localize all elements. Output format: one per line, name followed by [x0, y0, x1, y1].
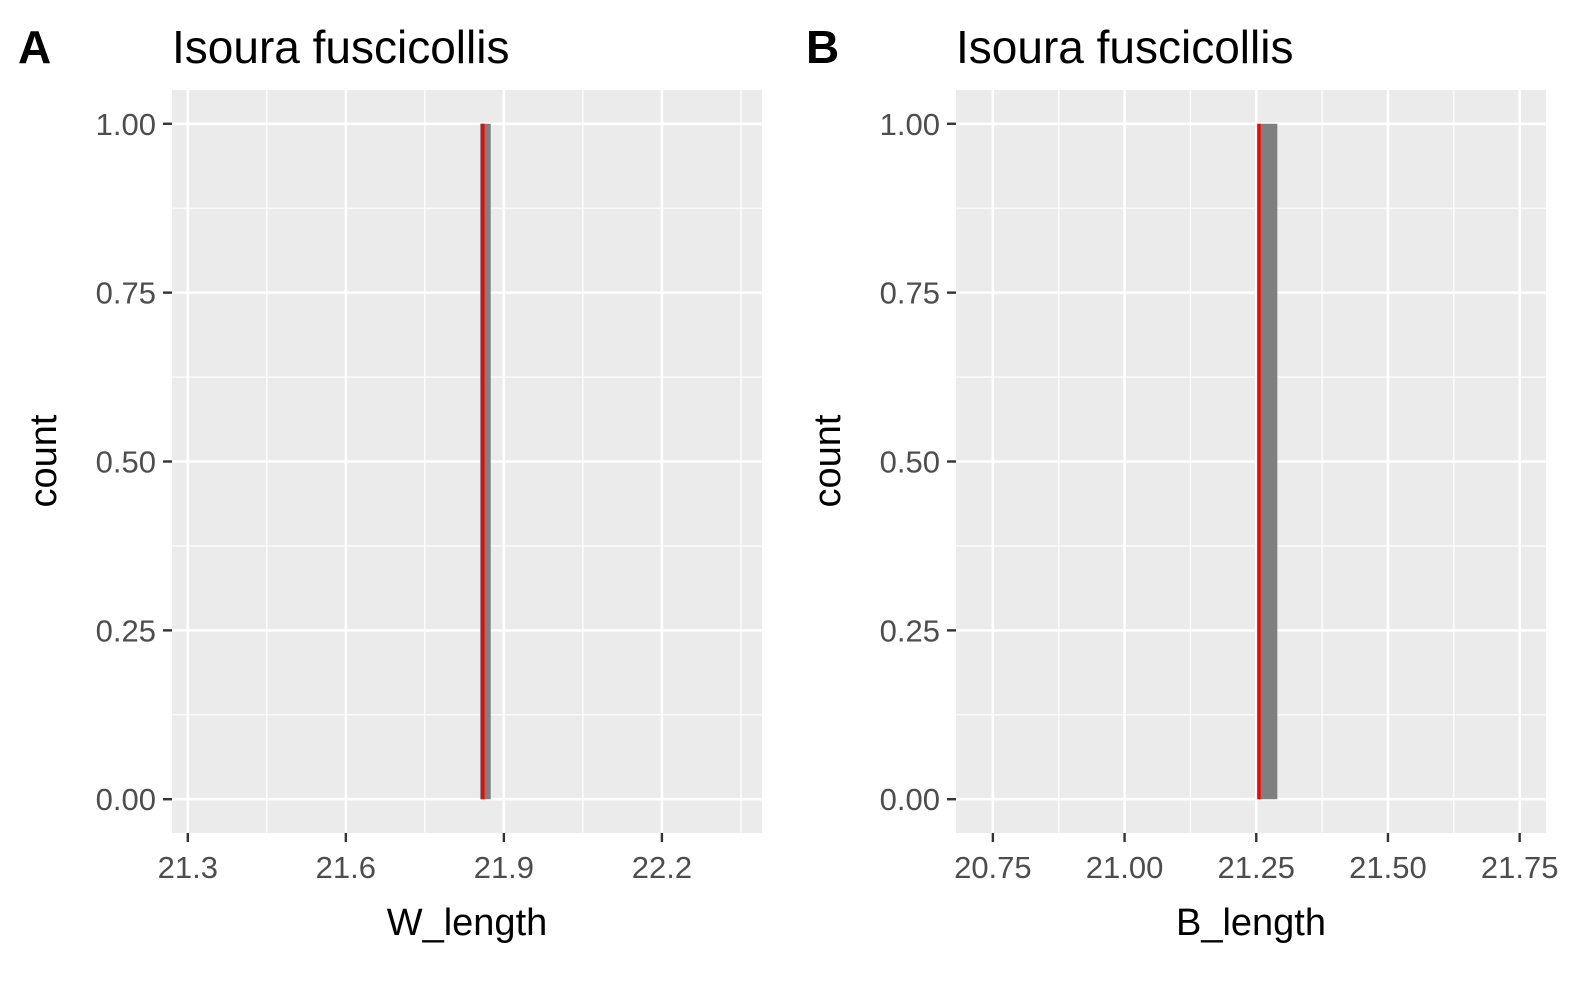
panel-tag: B	[806, 21, 839, 73]
x-tick-label: 22.2	[632, 850, 692, 885]
x-axis-title: B_length	[1176, 902, 1326, 944]
x-tick-label: 21.3	[158, 850, 218, 885]
x-tick-label: 21.6	[316, 850, 376, 885]
histogram-bars	[1258, 123, 1278, 800]
chart-title: Isoura fuscicollis	[956, 21, 1293, 73]
y-axis-title: count	[807, 414, 849, 507]
x-tick-label: 21.75	[1481, 850, 1559, 885]
panel-a: A Isoura fuscicollis 0.00 0.25 0.50 0.75 1.0…	[18, 21, 762, 944]
y-tick-label: 0.75	[96, 276, 156, 311]
panel-b: B Isoura fuscicollis 0.00 0.25 0.50 0.75 1.0…	[806, 21, 1558, 944]
gridlines	[956, 90, 1546, 833]
y-tick-label: 0.50	[96, 445, 156, 480]
y-tick-label: 0.00	[96, 782, 156, 817]
x-tick-label: 21.50	[1349, 850, 1427, 885]
y-axis: 0.00 0.25 0.50 0.75 1.00	[96, 107, 172, 817]
x-tick-label: 21.9	[474, 850, 534, 885]
y-tick-label: 0.25	[96, 613, 156, 648]
histogram-bars	[480, 123, 491, 800]
y-tick-label: 0.00	[880, 782, 940, 817]
x-tick-label: 21.25	[1217, 850, 1295, 885]
chart-title: Isoura fuscicollis	[172, 21, 509, 73]
y-tick-label: 0.50	[880, 445, 940, 480]
histogram-bar	[480, 123, 491, 800]
x-tick-label: 21.00	[1086, 850, 1164, 885]
y-tick-label: 1.00	[880, 107, 940, 142]
y-axis: 0.00 0.25 0.50 0.75 1.00	[880, 107, 956, 817]
y-axis-title: count	[23, 414, 65, 507]
x-axis-title: W_length	[387, 902, 548, 944]
histogram-bar	[1258, 123, 1278, 800]
y-tick-label: 1.00	[96, 107, 156, 142]
gridlines	[172, 90, 762, 833]
y-tick-label: 0.25	[880, 613, 940, 648]
x-tick-label: 20.75	[954, 850, 1032, 885]
panel-tag: A	[18, 21, 51, 73]
x-axis: 21.3 21.6 21.9 22.2	[158, 833, 692, 885]
y-tick-label: 0.75	[880, 276, 940, 311]
x-axis: 20.75 21.00 21.25 21.50 21.75	[954, 833, 1558, 885]
